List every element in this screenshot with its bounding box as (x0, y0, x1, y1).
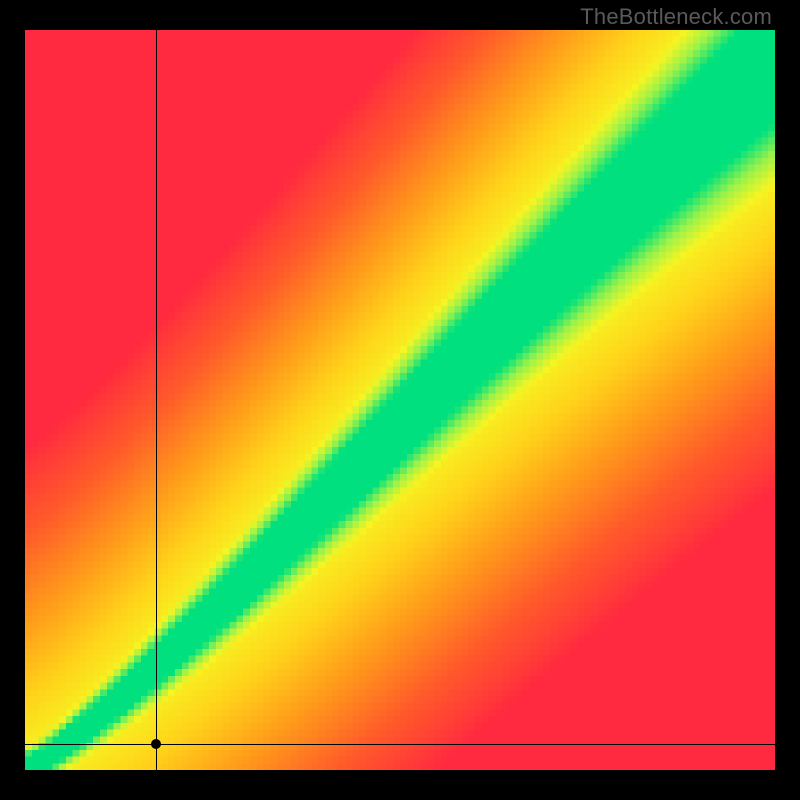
heatmap-canvas (25, 30, 775, 770)
crosshair-horizontal (25, 744, 775, 745)
watermark-text: TheBottleneck.com (580, 4, 772, 30)
chart-container: TheBottleneck.com (0, 0, 800, 800)
crosshair-marker (151, 739, 161, 749)
crosshair-vertical (156, 30, 157, 770)
plot-area (25, 30, 775, 770)
